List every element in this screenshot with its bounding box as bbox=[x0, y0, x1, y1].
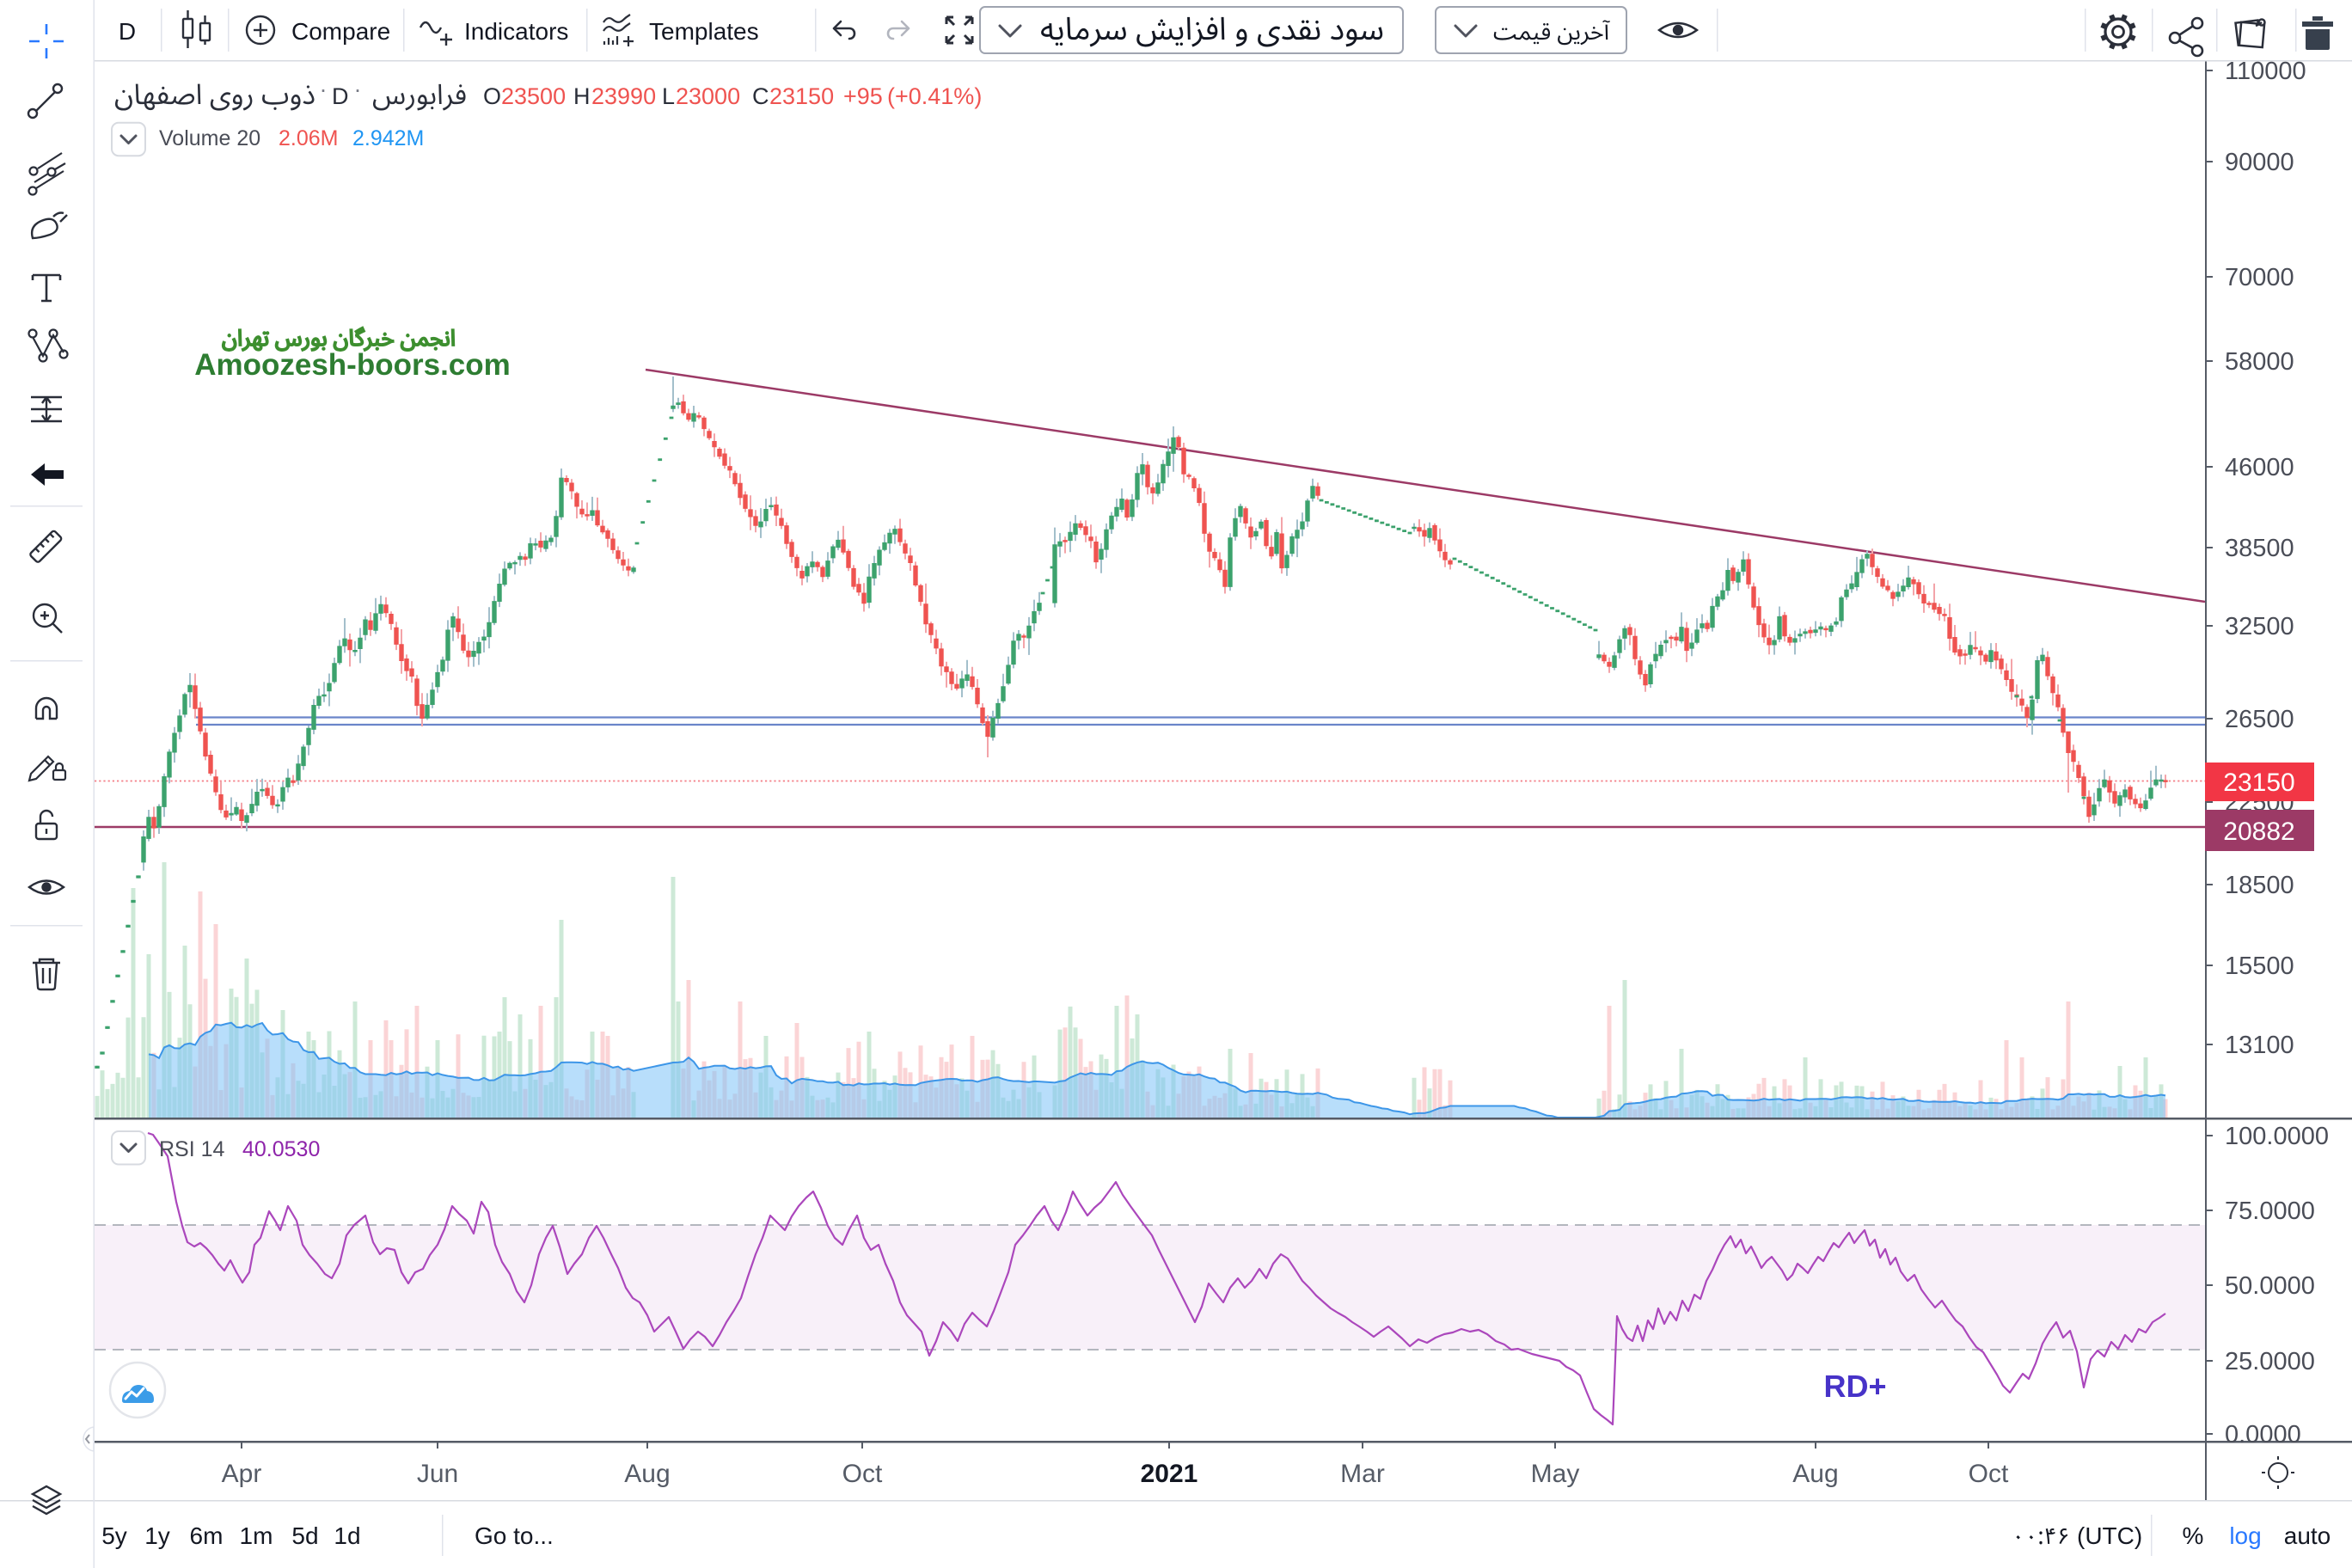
svg-text:15500: 15500 bbox=[2225, 952, 2294, 980]
svg-text:23500: 23500 bbox=[501, 83, 566, 109]
svg-text:C: C bbox=[752, 83, 769, 109]
svg-text:23000: 23000 bbox=[676, 83, 740, 109]
svg-text:Go to...: Go to... bbox=[475, 1522, 554, 1549]
svg-text:log: log bbox=[2229, 1522, 2261, 1549]
svg-text:46000: 46000 bbox=[2225, 454, 2294, 481]
svg-text:100.0000: 100.0000 bbox=[2225, 1123, 2329, 1150]
svg-text:20882: 20882 bbox=[2223, 818, 2294, 846]
svg-text:0.0000: 0.0000 bbox=[2225, 1421, 2301, 1449]
svg-text:23990: 23990 bbox=[591, 83, 656, 109]
svg-text:13100: 13100 bbox=[2225, 1032, 2294, 1059]
svg-text:Indicators: Indicators bbox=[464, 18, 568, 45]
svg-text:Oct: Oct bbox=[842, 1460, 883, 1488]
svg-text:58000: 58000 bbox=[2225, 348, 2294, 376]
svg-text:70000: 70000 bbox=[2225, 264, 2294, 291]
svg-text:1y: 1y bbox=[144, 1522, 170, 1549]
svg-text:110000: 110000 bbox=[2225, 58, 2306, 85]
svg-text:5d: 5d bbox=[291, 1522, 318, 1549]
svg-text:5y: 5y bbox=[101, 1522, 127, 1549]
svg-text:2.06M: 2.06M bbox=[279, 126, 338, 150]
svg-text:1m: 1m bbox=[240, 1522, 273, 1549]
svg-text:18500: 18500 bbox=[2225, 872, 2294, 899]
svg-text:50.0000: 50.0000 bbox=[2225, 1272, 2315, 1300]
svg-text:RSI 14: RSI 14 bbox=[159, 1137, 225, 1161]
svg-text:Oct: Oct bbox=[1969, 1460, 2009, 1488]
svg-text:·: · bbox=[320, 77, 328, 102]
svg-text:auto: auto bbox=[2284, 1522, 2331, 1549]
svg-text:32500: 32500 bbox=[2225, 613, 2294, 640]
svg-text:Mar: Mar bbox=[1340, 1460, 1385, 1488]
svg-text:Templates: Templates bbox=[649, 18, 759, 45]
svg-text:Amoozesh-boors.com: Amoozesh-boors.com bbox=[194, 348, 511, 382]
svg-text:Compare: Compare bbox=[291, 18, 390, 45]
svg-text:25.0000: 25.0000 bbox=[2225, 1348, 2315, 1375]
svg-text:38500: 38500 bbox=[2225, 535, 2294, 562]
svg-text:(+0.41%): (+0.41%) bbox=[887, 83, 982, 109]
svg-text:23150: 23150 bbox=[769, 83, 834, 109]
svg-text:H: H bbox=[573, 83, 591, 109]
svg-text:·: · bbox=[354, 77, 362, 102]
svg-text:Aug: Aug bbox=[624, 1460, 670, 1488]
svg-text:2021: 2021 bbox=[1141, 1460, 1198, 1488]
svg-text:23150: 23150 bbox=[2223, 769, 2294, 797]
svg-text:Aug: Aug bbox=[1792, 1460, 1838, 1488]
svg-text:Apr: Apr bbox=[222, 1460, 262, 1488]
svg-text:90000: 90000 bbox=[2225, 149, 2294, 176]
svg-text:26500: 26500 bbox=[2225, 706, 2294, 733]
svg-text:75.0000: 75.0000 bbox=[2225, 1197, 2315, 1225]
svg-text:%: % bbox=[2183, 1522, 2204, 1549]
svg-text:O: O bbox=[483, 83, 501, 109]
svg-text:40.0530: 40.0530 bbox=[242, 1137, 320, 1161]
svg-text:2.942M: 2.942M bbox=[352, 126, 424, 150]
svg-text:May: May bbox=[1531, 1460, 1580, 1488]
svg-text:1d: 1d bbox=[334, 1522, 360, 1549]
svg-text:Jun: Jun bbox=[417, 1460, 458, 1488]
svg-text:6m: 6m bbox=[190, 1522, 224, 1549]
svg-text:(UTC): (UTC) bbox=[2077, 1522, 2142, 1549]
svg-text:L: L bbox=[662, 83, 675, 109]
svg-text:D: D bbox=[332, 83, 349, 109]
svg-text:+95: +95 bbox=[843, 83, 883, 109]
svg-text:RD+: RD+ bbox=[1823, 1369, 1886, 1404]
svg-text:D: D bbox=[119, 18, 136, 45]
svg-text:Volume 20: Volume 20 bbox=[159, 126, 260, 150]
